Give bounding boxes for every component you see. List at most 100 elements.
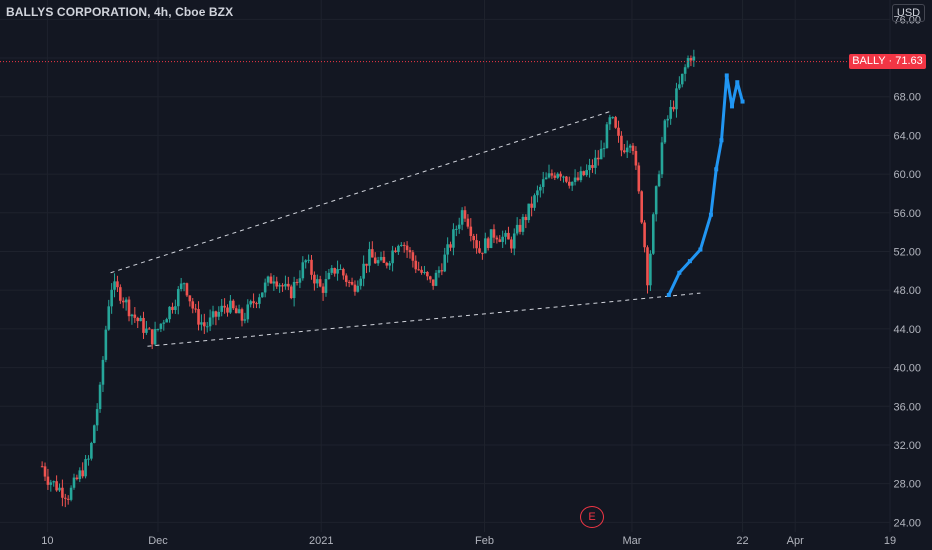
candle [449, 241, 452, 252]
candle [168, 306, 171, 323]
projection-point [708, 212, 713, 217]
candle [231, 299, 235, 310]
candle [469, 218, 473, 242]
candle [127, 296, 131, 322]
chart-title: BALLYS CORPORATION, 4h, Cboe BZX [6, 5, 234, 19]
candle [426, 271, 429, 281]
candle [130, 313, 134, 325]
projection-point [698, 247, 703, 252]
candle [284, 275, 287, 290]
y-tick-label: 56.00 [893, 208, 921, 220]
candle [298, 270, 302, 289]
candle [428, 275, 432, 283]
projection-point [724, 73, 729, 78]
candle [657, 170, 661, 188]
price-axis[interactable]: 76.0072.0068.0064.0060.0056.0052.0048.00… [893, 14, 921, 529]
candle [437, 266, 441, 278]
earnings-event-icon[interactable]: E [580, 506, 604, 528]
candle [394, 247, 397, 253]
candle [220, 299, 224, 317]
candle [460, 207, 464, 231]
candle [176, 286, 180, 315]
candle [90, 441, 93, 461]
candle [107, 299, 111, 331]
candle [81, 462, 84, 479]
candle [524, 214, 528, 229]
candle [582, 170, 586, 177]
candle [660, 136, 664, 178]
candle [269, 273, 273, 284]
y-tick-label: 60.00 [893, 169, 921, 181]
x-tick-label: Apr [787, 535, 804, 547]
candle [397, 244, 400, 255]
candle [226, 304, 229, 317]
candle [315, 274, 319, 289]
candle [617, 120, 620, 143]
candle [165, 317, 168, 323]
candle [420, 266, 423, 275]
candle [304, 259, 308, 269]
candle [84, 454, 87, 479]
candle [533, 193, 536, 211]
candle [162, 319, 166, 331]
candle [683, 64, 687, 82]
candle [252, 293, 255, 309]
candle [203, 313, 206, 335]
candle [504, 230, 507, 245]
candle [119, 284, 122, 304]
candle [240, 307, 244, 327]
projection-point [735, 80, 740, 85]
x-tick-label: Dec [148, 535, 168, 547]
candle [596, 150, 600, 166]
y-tick-label: 68.00 [893, 92, 921, 104]
candle [669, 99, 672, 125]
candle [153, 321, 157, 346]
candle [498, 235, 502, 243]
candle [599, 140, 603, 160]
candle [373, 252, 377, 264]
y-tick-label: 64.00 [893, 130, 921, 142]
candle [263, 278, 267, 298]
candle [116, 275, 119, 293]
last-price-label: BALLY · 71.63 [849, 54, 926, 70]
candle [258, 293, 261, 309]
candle [49, 479, 53, 492]
candle [69, 485, 73, 502]
x-tick-label: Mar [622, 535, 641, 547]
candle [55, 475, 58, 492]
candle [321, 283, 325, 301]
candle [602, 142, 606, 158]
candle [440, 263, 444, 276]
candle [147, 327, 151, 330]
candle [562, 175, 565, 183]
candle [159, 323, 163, 333]
candle [385, 261, 389, 269]
currency-button[interactable]: USD [892, 4, 925, 22]
candle [43, 462, 47, 481]
candle [347, 280, 351, 288]
candle [489, 229, 493, 249]
candle [150, 329, 154, 350]
x-tick-label: 2021 [309, 535, 333, 547]
candle [78, 467, 82, 483]
candle [631, 142, 635, 155]
projection-point [719, 138, 724, 143]
candle [194, 303, 197, 313]
candle [651, 212, 655, 255]
candle [52, 480, 56, 487]
candle [295, 278, 299, 286]
x-tick-label: Feb [475, 535, 494, 547]
candle [249, 299, 252, 308]
y-tick-label: 40.00 [893, 363, 921, 375]
time-axis[interactable]: 10 Dec 2021 Feb Mar 22 Apr 19 [41, 535, 896, 547]
candle [556, 172, 559, 180]
candle [614, 115, 617, 129]
candle [475, 233, 478, 254]
candle [541, 171, 545, 194]
candle [463, 206, 467, 222]
candle [692, 49, 696, 67]
projection-point [677, 270, 682, 275]
candle [61, 479, 64, 507]
candle [625, 140, 629, 159]
